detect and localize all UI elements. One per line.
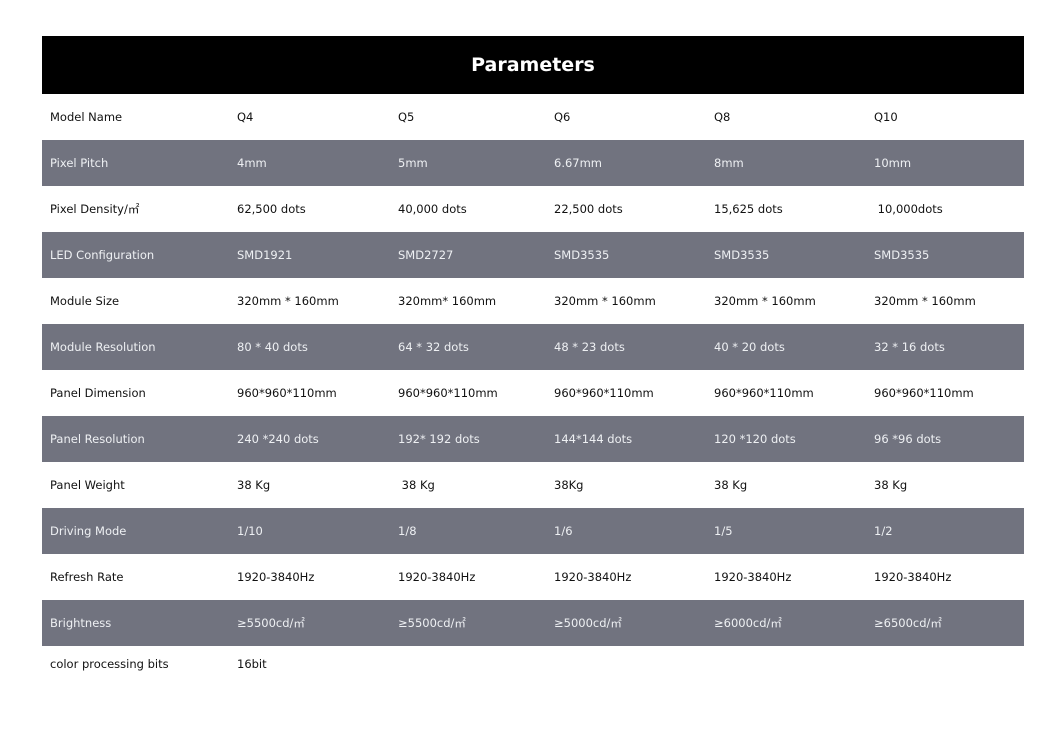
row-label: Panel Weight <box>50 478 125 492</box>
table-row: LED Configuration SMD1921 SMD2727 SMD3535 SM… <box>42 232 1024 278</box>
table-cell: 1/6 <box>554 524 573 538</box>
table-cell: Q6 <box>554 110 571 124</box>
row-label: Pixel Density/㎡ <box>50 202 140 216</box>
table-cell: 120 *120 dots <box>714 432 796 446</box>
table-row: Brightness ≥5500cd/㎡ ≥5500cd/㎡ ≥5000cd/㎡ ≥60… <box>42 600 1024 646</box>
table-cell: 1920-3840Hz <box>237 570 315 584</box>
table-cell: 64 * 32 dots <box>398 340 469 354</box>
table-cell: 192* 192 dots <box>398 432 480 446</box>
table-cell: 32 * 16 dots <box>874 340 945 354</box>
table-row: Refresh Rate 1920-3840Hz 1920-3840Hz 1920-3… <box>42 554 1024 600</box>
table-cell: 320mm * 160mm <box>714 294 816 308</box>
table-row: Panel Dimension 960*960*110mm 960*960*110m… <box>42 370 1024 416</box>
table-cell: 38 Kg <box>874 478 908 492</box>
table-cell: 16bit <box>237 657 267 671</box>
table-title: Parameters <box>42 36 1024 94</box>
table-row: Panel Resolution 240 *240 dots 192* 192 do… <box>42 416 1024 462</box>
table-cell: 144*144 dots <box>554 432 633 446</box>
table-row: Driving Mode 1/10 1/8 1/6 1/5 1/2 <box>42 508 1024 554</box>
table-cell: 38 Kg <box>237 478 271 492</box>
table-cell: SMD3535 <box>554 248 610 262</box>
table-cell: 62,500 dots <box>237 202 306 216</box>
table-cell: SMD3535 <box>874 248 930 262</box>
table-cell: 240 *240 dots <box>237 432 319 446</box>
table-cell: 40 * 20 dots <box>714 340 785 354</box>
table-row: Panel Weight 38 Kg 38 Kg 38Kg 38 Kg 38 Kg <box>42 462 1024 508</box>
table-cell: SMD2727 <box>398 248 454 262</box>
row-label: Panel Dimension <box>50 386 146 400</box>
table-cell: 38 Kg <box>714 478 748 492</box>
table-cell: 1920-3840Hz <box>554 570 632 584</box>
row-label: Brightness <box>50 616 112 630</box>
table-row: Model Name Q4 Q5 Q6 Q8 Q10 <box>42 94 1024 140</box>
table-cell: 1920-3840Hz <box>874 570 952 584</box>
table-cell: 5mm <box>398 156 428 170</box>
row-label: Pixel Pitch <box>50 156 109 170</box>
table-cell: 960*960*110mm <box>237 386 337 400</box>
table-cell: 1/10 <box>237 524 263 538</box>
row-label: LED Configuration <box>50 248 155 262</box>
table-cell: 1/8 <box>398 524 417 538</box>
table-cell: 38Kg <box>554 478 584 492</box>
table-cell: SMD1921 <box>237 248 293 262</box>
table-cell: 960*960*110mm <box>874 386 974 400</box>
table-row: color processing bits 16bit <box>42 646 1024 682</box>
table-cell: 1/2 <box>874 524 893 538</box>
table-cell: ≥5500cd/㎡ <box>398 616 466 630</box>
table-cell: 96 *96 dots <box>874 432 942 446</box>
table-cell: 1/5 <box>714 524 733 538</box>
table-cell: 10mm <box>874 156 912 170</box>
table-row: Module Resolution 80 * 40 dots 64 * 32 dot… <box>42 324 1024 370</box>
table-cell: 10,000dots <box>874 202 943 216</box>
table-cell: ≥6500cd/㎡ <box>874 616 942 630</box>
table-cell: Q5 <box>398 110 415 124</box>
table-cell: 4mm <box>237 156 267 170</box>
table-row: Pixel Density/㎡ 62,500 dots 40,000 dots 22,… <box>42 186 1024 232</box>
row-label: Refresh Rate <box>50 570 124 584</box>
table-row: Module Size 320mm * 160mm 320mm* 160mm 320m… <box>42 278 1024 324</box>
table-cell: 320mm * 160mm <box>237 294 339 308</box>
row-label: color processing bits <box>50 657 169 671</box>
table-cell: 6.67mm <box>554 156 603 170</box>
table-cell: 960*960*110mm <box>714 386 814 400</box>
table-cell: 8mm <box>714 156 744 170</box>
table-cell: 960*960*110mm <box>554 386 654 400</box>
table-cell: 1920-3840Hz <box>398 570 476 584</box>
table-cell: 48 * 23 dots <box>554 340 625 354</box>
table-cell: Q4 <box>237 110 254 124</box>
row-label: Model Name <box>50 110 123 124</box>
table-cell: ≥5000cd/㎡ <box>554 616 622 630</box>
table-cell: 320mm* 160mm <box>398 294 497 308</box>
table-cell: 15,625 dots <box>714 202 783 216</box>
table-cell: 960*960*110mm <box>398 386 498 400</box>
table-cell: 38 Kg <box>398 478 435 492</box>
row-label: Driving Mode <box>50 524 127 538</box>
row-label: Module Resolution <box>50 340 156 354</box>
table-row: Pixel Pitch 4mm 5mm 6.67mm 8mm 10mm <box>42 140 1024 186</box>
table-cell: SMD3535 <box>714 248 770 262</box>
title-text: Parameters <box>471 54 595 76</box>
table-cell: ≥5500cd/㎡ <box>237 616 305 630</box>
table-cell: 40,000 dots <box>398 202 467 216</box>
table-cell: 80 * 40 dots <box>237 340 308 354</box>
table-cell: Q10 <box>874 110 898 124</box>
table-cell: 22,500 dots <box>554 202 623 216</box>
row-label: Panel Resolution <box>50 432 145 446</box>
table-cell: 320mm * 160mm <box>554 294 656 308</box>
parameters-table: Model Name Q4 Q5 Q6 Q8 Q10 Pixel Pitch 4mm 5mm 6.… <box>42 94 1024 682</box>
table-cell: Q8 <box>714 110 731 124</box>
table-cell: 1920-3840Hz <box>714 570 792 584</box>
table-cell: ≥6000cd/㎡ <box>714 616 782 630</box>
table-cell: 320mm * 160mm <box>874 294 976 308</box>
row-label: Module Size <box>50 294 120 308</box>
